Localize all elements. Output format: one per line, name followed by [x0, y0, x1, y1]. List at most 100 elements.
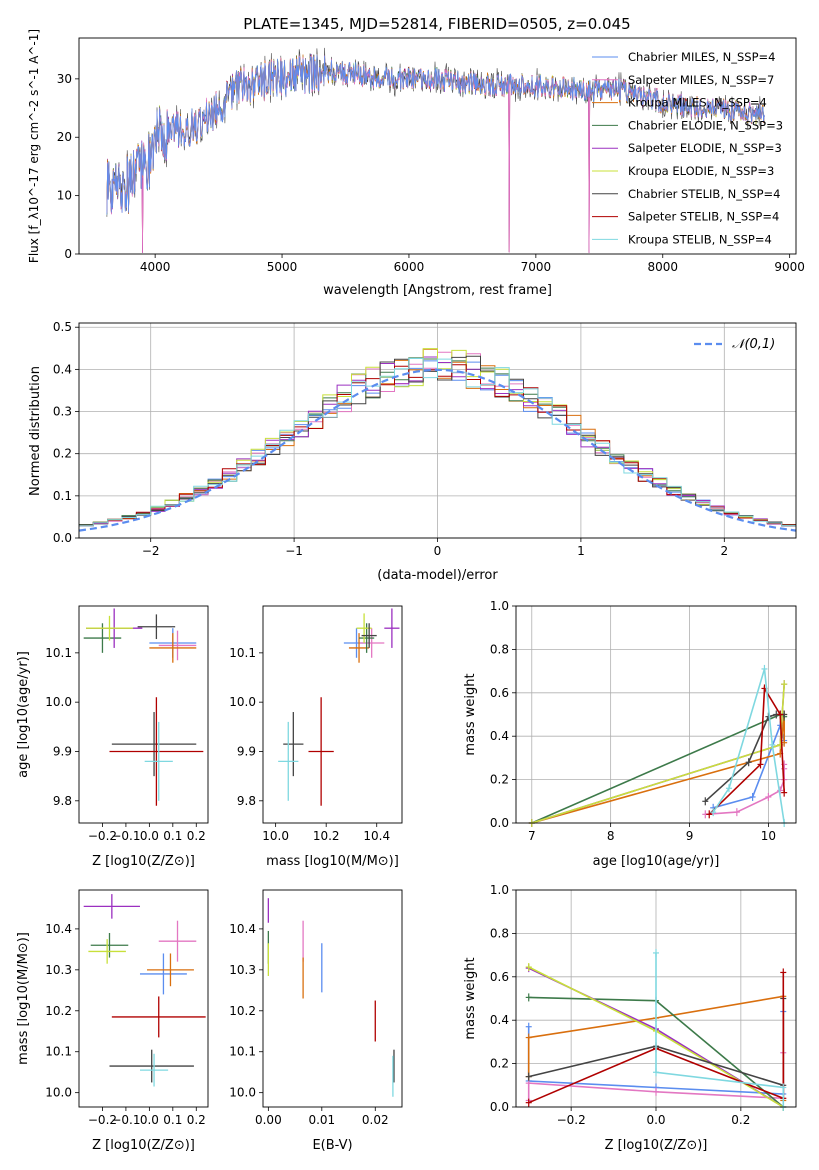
- x-tick-label: 7: [528, 829, 536, 843]
- spectrum-legend: Chabrier MILES, N_SSP=4 Salpeter MILES, N…: [592, 50, 783, 246]
- y-tick-label: 9.9: [237, 744, 256, 758]
- error-point-chabrier_miles: [139, 953, 187, 995]
- x-tick-label: 2: [720, 544, 728, 558]
- x-tick-label: 0.2: [187, 1113, 206, 1127]
- legend-label: 𝒩(0,1): [732, 337, 775, 352]
- error-point-chabrier_stelib: [361, 623, 377, 648]
- y-tick-label: 10.2: [229, 1004, 256, 1018]
- y-tick-label: 0.8: [490, 642, 509, 656]
- y-tick-label: 0.0: [53, 531, 72, 545]
- x-axis-label: mass [log10(M/M⊙)]: [266, 854, 399, 869]
- y-tick-label: 10.1: [45, 1045, 72, 1059]
- error-point-salpeter_miles: [359, 628, 385, 658]
- age_vs_mass-frame: [262, 605, 403, 824]
- error-point-chabrier_stelib: [111, 712, 197, 777]
- y-tick-label: 10.1: [229, 646, 256, 660]
- histogram-kroupa_stelib: [79, 358, 796, 527]
- age_vs_Z-axes: −0.2−0.1 0.0 0.1 0.2 9.8 9.9 10.0 10.1: [45, 646, 206, 843]
- error-point-kroupa_elodie: [86, 615, 133, 641]
- error-point-kroupa_stelib: [278, 721, 299, 801]
- residuals-axes: −2 −1 0 1 2 0.0 0.1 0.2 0.3 0.4 0.5: [53, 320, 796, 558]
- mass_vs_Z-frame: [78, 889, 209, 1108]
- x-axis-label: Z [log10(Z/Z⊙)]: [605, 1138, 708, 1153]
- y-axis-label: age [log10(age/yr)]: [16, 651, 31, 778]
- legend-label: Kroupa STELIB, N_SSP=4: [628, 232, 772, 246]
- y-tick-label: 0.4: [490, 729, 509, 743]
- error-point-chabrier_stelib: [109, 1049, 194, 1083]
- y-tick-label: 10.4: [229, 922, 256, 936]
- x-axis-label: E(B-V): [312, 1138, 352, 1153]
- error-point-salpeter_stelib: [111, 996, 206, 1038]
- mass_vs_ebv-axes: 0.00 0.01 0.02 10.0 10.1 10.2 10.3 10.4: [229, 922, 388, 1127]
- y-axis-label: mass [log10(M/M⊙)]: [16, 932, 31, 1065]
- x-tick-label: 9: [686, 829, 694, 843]
- error-point-salpeter_elodie: [83, 894, 140, 919]
- figure-title: PLATE=1345, MJD=52814, FIBERID=0505, z=0…: [243, 15, 630, 33]
- y-tick-label: 10.3: [229, 963, 256, 977]
- y-axis-label: Normed distribution: [28, 366, 43, 496]
- error-point-kroupa_stelib: [144, 721, 173, 801]
- weight-line-kroupa_miles: [531, 714, 785, 823]
- x-tick-label: 0.0: [140, 1113, 159, 1127]
- x-tick-label: 0: [434, 544, 442, 558]
- x-tick-label: 1: [577, 544, 585, 558]
- x-tick-label: 10.2: [313, 829, 340, 843]
- weight-line-salpeter_elodie: [531, 684, 785, 823]
- x-tick-label: −0.2: [88, 1113, 117, 1127]
- x-tick-label: −1: [285, 544, 303, 558]
- y-axis-label: mass weight: [463, 957, 478, 1039]
- mass_vs_Z-axes: −0.2−0.1 0.0 0.1 0.2 10.0 10.1 10.2 10.3 10.4: [45, 922, 206, 1127]
- x-tick-label: −0.2: [557, 1113, 586, 1127]
- y-axis-label: mass weight: [463, 673, 478, 755]
- y-tick-label: 10.1: [229, 1045, 256, 1059]
- y-tick-label: 0.2: [490, 1057, 509, 1071]
- y-tick-label: 10.0: [45, 695, 72, 709]
- y-tick-label: 30: [57, 72, 72, 86]
- x-tick-label: 8000: [647, 260, 678, 274]
- x-tick-label: 0.01: [308, 1113, 335, 1127]
- y-tick-label: 10.0: [229, 695, 256, 709]
- y-tick-label: 0.1: [53, 489, 72, 503]
- error-point-kroupa_elodie: [88, 939, 126, 964]
- x-axis-label: wavelength [Angstrom, rest frame]: [323, 283, 552, 298]
- y-tick-label: 10.1: [45, 646, 72, 660]
- age_vs_Z-frame: [78, 605, 209, 824]
- error-point-salpeter_miles: [158, 630, 197, 661]
- x-axis-label: (data-model)/error: [377, 568, 498, 583]
- error-point-salpeter_elodie: [384, 608, 400, 648]
- weight-line-kroupa_elodie: [531, 684, 785, 823]
- age_vs_mass-axes: 10.0 10.2 10.4 9.8 9.9 10.0 10.1: [229, 646, 390, 843]
- error-point-kroupa_miles: [147, 953, 194, 987]
- y-tick-label: 0.4: [490, 1013, 509, 1027]
- legend-label: Chabrier MILES, N_SSP=4: [628, 50, 775, 64]
- y-tick-label: 9.9: [53, 744, 72, 758]
- spectrum-line-chabrier_miles: [106, 54, 765, 215]
- y-tick-label: 0.5: [53, 320, 72, 334]
- y-tick-label: 0.2: [53, 447, 72, 461]
- x-tick-label: −2: [142, 544, 160, 558]
- y-tick-label: 0.2: [490, 773, 509, 787]
- error-point-chabrier_stelib: [137, 614, 176, 640]
- spectrum-frame: [78, 37, 797, 255]
- y-tick-label: 10.3: [45, 963, 72, 977]
- weight-line-kroupa_stelib: [655, 952, 785, 1107]
- normal-curve: [78, 368, 797, 532]
- x-tick-label: 0.2: [187, 829, 206, 843]
- legend-label: Chabrier STELIB, N_SSP=4: [628, 187, 780, 201]
- x-tick-label: 5000: [267, 260, 298, 274]
- x-tick-label: 7000: [521, 260, 552, 274]
- y-tick-label: 9.8: [53, 794, 72, 808]
- x-tick-label: 10: [761, 829, 776, 843]
- x-tick-label: 0.0: [140, 829, 159, 843]
- error-point-salpeter_miles: [158, 920, 197, 962]
- mass_vs_ebv-frame: [262, 889, 403, 1108]
- x-tick-label: 9000: [774, 260, 805, 274]
- legend-label: Kroupa MILES, N_SSP=4: [628, 96, 767, 110]
- legend-label: Salpeter STELIB, N_SSP=4: [628, 210, 779, 224]
- weight_vs_age-axes: 7 8 9 10 0.0 0.2 0.4 0.6 0.8 1.0: [490, 599, 796, 843]
- weight-line-salpeter_stelib: [528, 972, 785, 1104]
- residuals-frame: [78, 322, 797, 539]
- spectrum-axes: 4000 5000 6000 7000 8000 9000 0 10 20 30: [57, 72, 805, 274]
- x-axis-label: age [log10(age/yr)]: [593, 854, 720, 869]
- weight_vs_age-frame: [515, 605, 797, 824]
